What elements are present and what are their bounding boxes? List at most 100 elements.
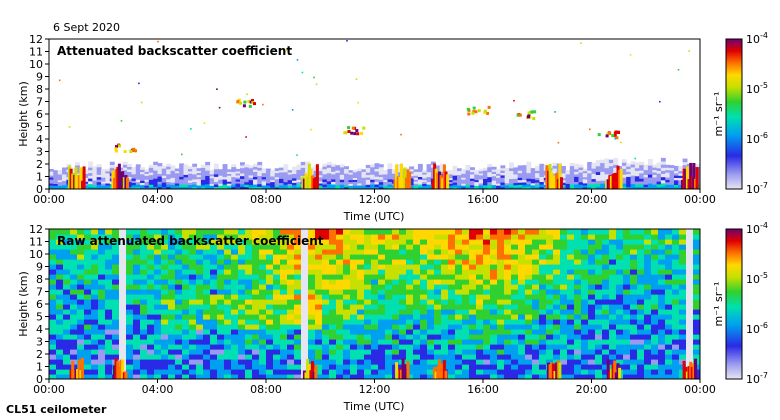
heatmap-cell xyxy=(497,309,505,315)
heatmap-cell xyxy=(357,304,365,310)
heatmap-cell xyxy=(127,184,132,188)
heatmap-cell xyxy=(273,289,281,295)
heatmap-cell xyxy=(133,279,141,285)
heatmap-cell xyxy=(455,244,463,250)
heatmap-cell xyxy=(385,349,393,355)
heatmap-cell xyxy=(315,349,323,355)
heatmap-cell xyxy=(326,172,332,176)
heatmap-cell xyxy=(105,334,113,340)
heatmap-cell xyxy=(672,374,680,379)
heatmap-cell xyxy=(217,354,225,360)
heatmap-cell xyxy=(196,229,204,235)
heatmap-cell xyxy=(308,314,316,320)
heatmap-cell xyxy=(257,180,263,185)
heatmap-cell xyxy=(582,168,588,172)
heatmap-cell xyxy=(196,294,204,300)
heatmap-cell xyxy=(49,259,57,265)
heatmap-cell xyxy=(91,334,99,340)
heatmap-cell xyxy=(609,334,617,340)
heatmap-cell xyxy=(371,349,379,355)
heatmap-cell xyxy=(399,334,407,340)
heatmap-cell xyxy=(189,324,197,330)
heatmap-cell xyxy=(665,304,673,310)
heatmap-cell xyxy=(273,299,281,305)
heatmap-cell xyxy=(140,319,148,325)
heatmap-cell xyxy=(49,299,57,305)
heatmap-cell xyxy=(364,269,372,275)
heatmap-cell xyxy=(68,165,71,189)
heatmap-cell xyxy=(329,309,337,315)
x-tick-label: 08:00 xyxy=(250,383,282,396)
heatmap-cell xyxy=(591,165,597,169)
heatmap-cell xyxy=(406,284,414,290)
heatmap-cell xyxy=(322,186,328,189)
heatmap-cell xyxy=(266,239,274,245)
heatmap-cell xyxy=(474,172,480,175)
heatmap-cell xyxy=(84,304,92,310)
heatmap-cell xyxy=(616,363,620,379)
heatmap-cell xyxy=(567,269,575,275)
heatmap-cell xyxy=(616,234,624,240)
heatmap-cell xyxy=(83,169,89,172)
heatmap-cell xyxy=(652,167,658,170)
heatmap-cell xyxy=(623,314,631,320)
heatmap-cell xyxy=(681,179,684,189)
heatmap-cell xyxy=(309,370,313,379)
heatmap-cell xyxy=(140,229,148,235)
heatmap-cell xyxy=(318,182,323,186)
heatmap-cell xyxy=(350,364,358,370)
heatmap-cell xyxy=(378,294,386,300)
heatmap-cell xyxy=(91,229,99,235)
heatmap-cell xyxy=(308,304,316,310)
panel-2-x-ticks: 00:00 04:00 08:00 12:00 16:00 20:00 00:00 xyxy=(33,379,716,396)
heatmap-cell xyxy=(647,165,653,169)
heatmap-cell xyxy=(413,169,419,172)
heatmap-cell xyxy=(84,359,92,365)
heatmap-cell xyxy=(399,324,407,330)
heatmap-cell xyxy=(112,349,120,355)
heatmap-cell xyxy=(157,163,163,167)
heatmap-cell xyxy=(352,175,358,178)
heatmap-cell xyxy=(364,244,372,250)
heatmap-cell xyxy=(105,374,113,379)
heatmap-cell xyxy=(157,40,159,43)
heatmap-cell xyxy=(362,126,366,130)
heatmap-cell xyxy=(49,329,57,335)
heatmap-cell xyxy=(392,304,400,310)
heatmap-cell xyxy=(112,229,120,235)
heatmap-cell xyxy=(602,259,610,265)
heatmap-cell xyxy=(455,234,463,240)
heatmap-cell xyxy=(387,171,393,175)
heatmap-cell xyxy=(63,359,71,365)
heatmap-cell xyxy=(511,259,519,265)
heatmap-cell xyxy=(203,284,211,290)
heatmap-cell xyxy=(552,165,558,169)
heatmap-cell xyxy=(504,178,510,182)
heatmap-cell xyxy=(567,324,575,330)
heatmap-cell xyxy=(336,334,344,340)
heatmap-cell xyxy=(665,359,673,365)
heatmap-cell xyxy=(567,294,575,300)
heatmap-cell xyxy=(569,178,575,182)
heatmap-cell xyxy=(210,299,218,305)
heatmap-cell xyxy=(647,162,653,166)
heatmap-cell xyxy=(245,364,253,370)
heatmap-cell xyxy=(63,249,71,255)
heatmap-cell xyxy=(441,344,449,350)
heatmap-cell xyxy=(574,183,579,187)
heatmap-cell xyxy=(357,172,362,176)
heatmap-cell xyxy=(672,294,680,300)
heatmap-cell xyxy=(483,176,488,179)
heatmap-cell xyxy=(371,239,379,245)
heatmap-cell xyxy=(553,244,561,250)
panel-2-colorbar-unit: m⁻¹ sr⁻¹ xyxy=(712,282,725,327)
heatmap-cell xyxy=(364,254,372,260)
heatmap-cell xyxy=(105,314,113,320)
heatmap-cell xyxy=(539,294,547,300)
heatmap-cell xyxy=(127,171,132,175)
heatmap-cell xyxy=(656,175,662,179)
heatmap-cell xyxy=(371,254,379,260)
heatmap-cell xyxy=(49,354,57,360)
heatmap-cell xyxy=(406,169,410,189)
heatmap-cell xyxy=(114,149,118,153)
